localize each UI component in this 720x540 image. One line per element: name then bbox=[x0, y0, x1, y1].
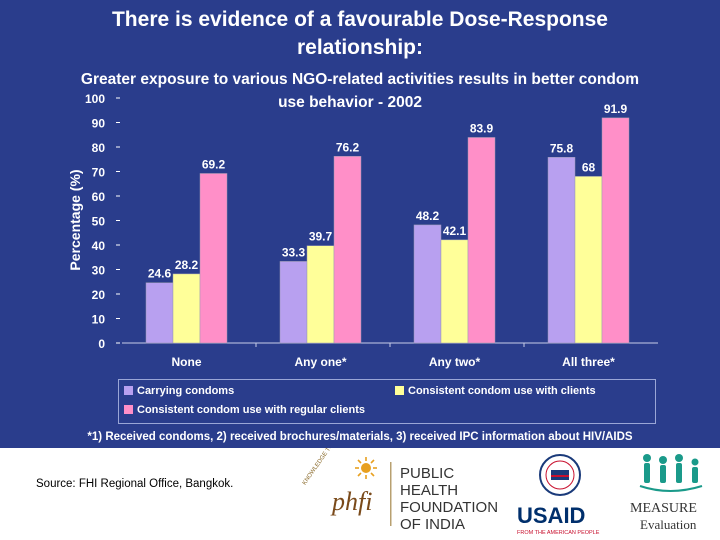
measure-sub: Evaluation bbox=[640, 517, 697, 532]
phfi-line3: FOUNDATION bbox=[400, 499, 498, 516]
measure-people-icon bbox=[639, 454, 703, 492]
legend-item-regular-clients: Consistent condom use with regular clien… bbox=[124, 404, 365, 416]
bar-0-2 bbox=[199, 173, 228, 344]
legend-label-series2: Consistent condom use with clients bbox=[408, 385, 596, 397]
usaid-tagline: FROM THE AMERICAN PEOPLE bbox=[517, 530, 600, 536]
data-label-3-0: 75.8 bbox=[550, 141, 574, 155]
legend-item-carrying-condoms: Carrying condoms bbox=[124, 385, 234, 397]
bar-2-0 bbox=[413, 224, 442, 344]
bar-0-1 bbox=[172, 273, 201, 344]
slide-title-line2: relationship: bbox=[296, 36, 423, 59]
usaid-seal-icon bbox=[539, 454, 581, 496]
legend-swatch-series1 bbox=[124, 386, 133, 395]
bar-2-2 bbox=[467, 137, 496, 344]
footnote: *1) Received condoms, 2) received brochu… bbox=[87, 431, 633, 443]
bar-1-0 bbox=[279, 261, 308, 344]
bar-0-0 bbox=[145, 282, 174, 344]
phfi-divider bbox=[390, 462, 392, 526]
y-tick-label-9: 90 bbox=[92, 117, 106, 131]
y-tick-label-8: 80 bbox=[92, 141, 106, 155]
slide-title-line1: There is evidence of a favourable Dose-R… bbox=[111, 8, 608, 31]
phfi-sun-icon bbox=[355, 457, 377, 479]
phfi-line1: PUBLIC bbox=[400, 465, 454, 482]
phfi-line4: OF INDIA bbox=[400, 516, 465, 533]
x-tick-label-2: Any two* bbox=[429, 355, 481, 369]
phfi-logo: KNOWLEDGE TO ACTION phfi PUBLIC HEALTH F… bbox=[302, 448, 498, 533]
bar-1-2 bbox=[333, 156, 362, 344]
y-axis-title: Percentage (%) bbox=[67, 169, 83, 270]
y-tick-label-1: 10 bbox=[92, 313, 106, 327]
measure-name: MEASURE bbox=[630, 501, 697, 516]
data-label-1-0: 33.3 bbox=[282, 245, 306, 259]
source-note: Source: FHI Regional Office, Bangkok. bbox=[36, 478, 234, 490]
data-label-3-2: 91.9 bbox=[604, 102, 628, 116]
measure-logo: MEASURE Evaluation bbox=[630, 454, 703, 532]
partner-logos: KNOWLEDGE TO ACTION phfi PUBLIC HEALTH F… bbox=[302, 448, 703, 536]
y-tick-label-10: 100 bbox=[85, 92, 105, 106]
y-tick-label-7: 70 bbox=[92, 166, 106, 180]
slide-subtitle-line1: Greater exposure to various NGO-related … bbox=[80, 71, 640, 88]
data-label-3-1: 68 bbox=[582, 160, 596, 174]
x-tick-label-0: None bbox=[172, 355, 202, 369]
data-label-1-2: 76.2 bbox=[336, 140, 360, 154]
usaid-name: USAID bbox=[517, 503, 585, 528]
usaid-logo: USAID FROM THE AMERICAN PEOPLE bbox=[517, 454, 600, 536]
y-tick-label-6: 60 bbox=[92, 190, 106, 204]
y-tick-label-3: 30 bbox=[92, 264, 106, 278]
slide-subtitle-line2: use behavior - 2002 bbox=[278, 94, 422, 111]
bar-3-0 bbox=[547, 157, 576, 344]
data-label-2-1: 42.1 bbox=[443, 224, 467, 238]
legend-label-series3: Consistent condom use with regular clien… bbox=[137, 404, 365, 416]
y-tick-label-4: 40 bbox=[92, 239, 106, 253]
legend-item-clients: Consistent condom use with clients bbox=[395, 385, 596, 397]
bar-2-1 bbox=[440, 239, 469, 344]
phfi-wordmark: phfi bbox=[330, 487, 372, 516]
data-label-0-0: 24.6 bbox=[148, 267, 172, 281]
x-tick-label-3: All three* bbox=[562, 355, 615, 369]
legend-label-series1: Carrying condoms bbox=[137, 385, 235, 397]
bar-chart: 0 10 20 30 40 50 60 70 80 90 100 Percentage (%) 24.6… bbox=[67, 92, 658, 369]
data-label-2-2: 83.9 bbox=[470, 121, 494, 135]
data-label-1-1: 39.7 bbox=[309, 230, 333, 244]
phfi-line2: HEALTH bbox=[400, 482, 458, 499]
legend-swatch-series2 bbox=[395, 386, 404, 395]
chart-legend: Carrying condoms Consistent condom use w… bbox=[118, 379, 656, 424]
legend-swatch-series3 bbox=[124, 405, 133, 414]
y-tick-label-2: 20 bbox=[92, 288, 106, 302]
bar-1-1 bbox=[306, 245, 335, 344]
data-label-2-0: 48.2 bbox=[416, 209, 440, 223]
x-tick-label-1: Any one* bbox=[294, 355, 346, 369]
data-label-0-1: 28.2 bbox=[175, 258, 199, 272]
bar-3-1 bbox=[574, 176, 603, 344]
bar-3-2 bbox=[601, 117, 630, 344]
data-label-0-2: 69.2 bbox=[202, 157, 226, 171]
y-tick-label-0: 0 bbox=[98, 337, 105, 351]
y-tick-label-5: 50 bbox=[92, 215, 106, 229]
